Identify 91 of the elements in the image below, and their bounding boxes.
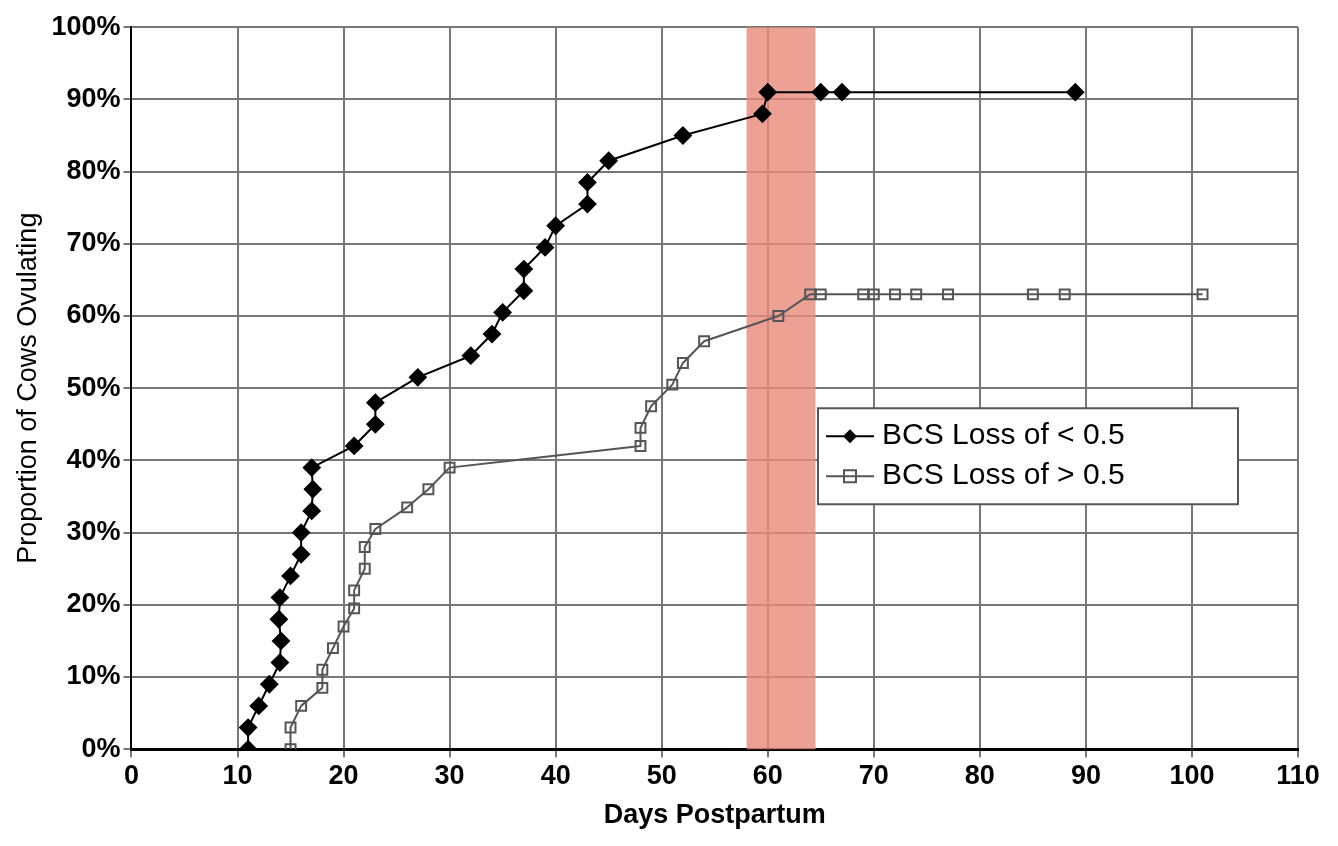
point bbox=[292, 523, 311, 542]
x-tick-label: 0 bbox=[123, 759, 139, 790]
point bbox=[422, 483, 435, 496]
point bbox=[666, 378, 679, 391]
point bbox=[599, 151, 618, 170]
point bbox=[443, 461, 456, 474]
point bbox=[270, 588, 289, 607]
point bbox=[634, 440, 647, 452]
x-tick-label: 30 bbox=[434, 759, 465, 790]
point bbox=[358, 562, 371, 575]
point bbox=[634, 421, 647, 434]
y-tick-label: 30% bbox=[66, 516, 121, 547]
point bbox=[302, 501, 321, 520]
x-axis-title: Days Postpartum bbox=[603, 799, 826, 830]
point bbox=[366, 415, 385, 434]
point bbox=[772, 310, 785, 322]
point bbox=[1058, 288, 1071, 301]
point bbox=[239, 718, 258, 737]
point bbox=[292, 545, 311, 564]
point bbox=[753, 104, 772, 123]
x-tick-label: 80 bbox=[964, 759, 995, 790]
point bbox=[514, 260, 533, 279]
point bbox=[942, 288, 954, 301]
y-tick-label: 90% bbox=[66, 82, 121, 113]
point bbox=[857, 288, 870, 301]
x-tick-label: 60 bbox=[752, 759, 783, 790]
point bbox=[303, 480, 322, 499]
point bbox=[284, 721, 297, 734]
point bbox=[832, 83, 851, 102]
legend-label: BCS Loss of < 0.5 bbox=[882, 417, 1125, 451]
y-tick-label: 40% bbox=[66, 443, 121, 474]
point bbox=[811, 83, 830, 102]
point bbox=[337, 620, 350, 633]
point bbox=[645, 400, 658, 413]
point bbox=[889, 288, 901, 301]
point bbox=[804, 288, 817, 301]
y-tick-label: 50% bbox=[66, 371, 121, 402]
point bbox=[269, 610, 288, 629]
y-tick-label: 60% bbox=[66, 299, 121, 330]
point bbox=[316, 681, 329, 694]
point bbox=[348, 584, 361, 597]
y-tick-label: 0% bbox=[81, 732, 121, 763]
point bbox=[758, 83, 777, 102]
point bbox=[369, 523, 382, 535]
point bbox=[249, 696, 268, 715]
point bbox=[302, 458, 321, 477]
point bbox=[345, 436, 364, 455]
point bbox=[1026, 288, 1039, 301]
point bbox=[271, 631, 290, 650]
point bbox=[348, 602, 361, 615]
point bbox=[408, 368, 427, 387]
point bbox=[327, 642, 339, 655]
point bbox=[578, 195, 597, 214]
point bbox=[316, 663, 329, 676]
y-tick-label: 70% bbox=[66, 227, 121, 258]
point bbox=[673, 126, 692, 145]
point bbox=[281, 566, 300, 585]
point bbox=[814, 288, 827, 301]
x-tick-label: 10 bbox=[222, 759, 253, 790]
point bbox=[483, 325, 502, 344]
point bbox=[461, 346, 480, 365]
y-tick-label: 10% bbox=[66, 660, 121, 691]
x-tick-label: 100 bbox=[1169, 759, 1215, 790]
point bbox=[270, 653, 289, 672]
y-tick-label: 20% bbox=[66, 588, 121, 619]
point bbox=[1066, 83, 1085, 102]
point bbox=[1196, 288, 1209, 301]
x-tick-label: 110 bbox=[1276, 759, 1320, 790]
point bbox=[401, 501, 414, 514]
point bbox=[546, 216, 565, 235]
x-tick-label: 20 bbox=[328, 759, 359, 790]
y-axis-title: Proportion of Cows Ovulating bbox=[11, 212, 42, 564]
x-tick-label: 90 bbox=[1070, 759, 1101, 790]
point bbox=[536, 238, 555, 257]
point bbox=[676, 356, 689, 369]
x-tick-label: 70 bbox=[858, 759, 889, 790]
point bbox=[260, 675, 279, 694]
legend-label: BCS Loss of > 0.5 bbox=[882, 457, 1125, 491]
point bbox=[698, 335, 711, 348]
point bbox=[493, 303, 512, 322]
point bbox=[295, 699, 308, 712]
point bbox=[578, 173, 597, 192]
point bbox=[867, 288, 880, 301]
x-tick-label: 40 bbox=[540, 759, 571, 790]
y-tick-label: 100% bbox=[51, 10, 121, 41]
x-tick-label: 50 bbox=[646, 759, 677, 790]
point bbox=[910, 288, 923, 301]
point bbox=[514, 281, 533, 300]
y-tick-label: 80% bbox=[66, 155, 121, 186]
point bbox=[358, 541, 371, 553]
point bbox=[366, 393, 385, 412]
